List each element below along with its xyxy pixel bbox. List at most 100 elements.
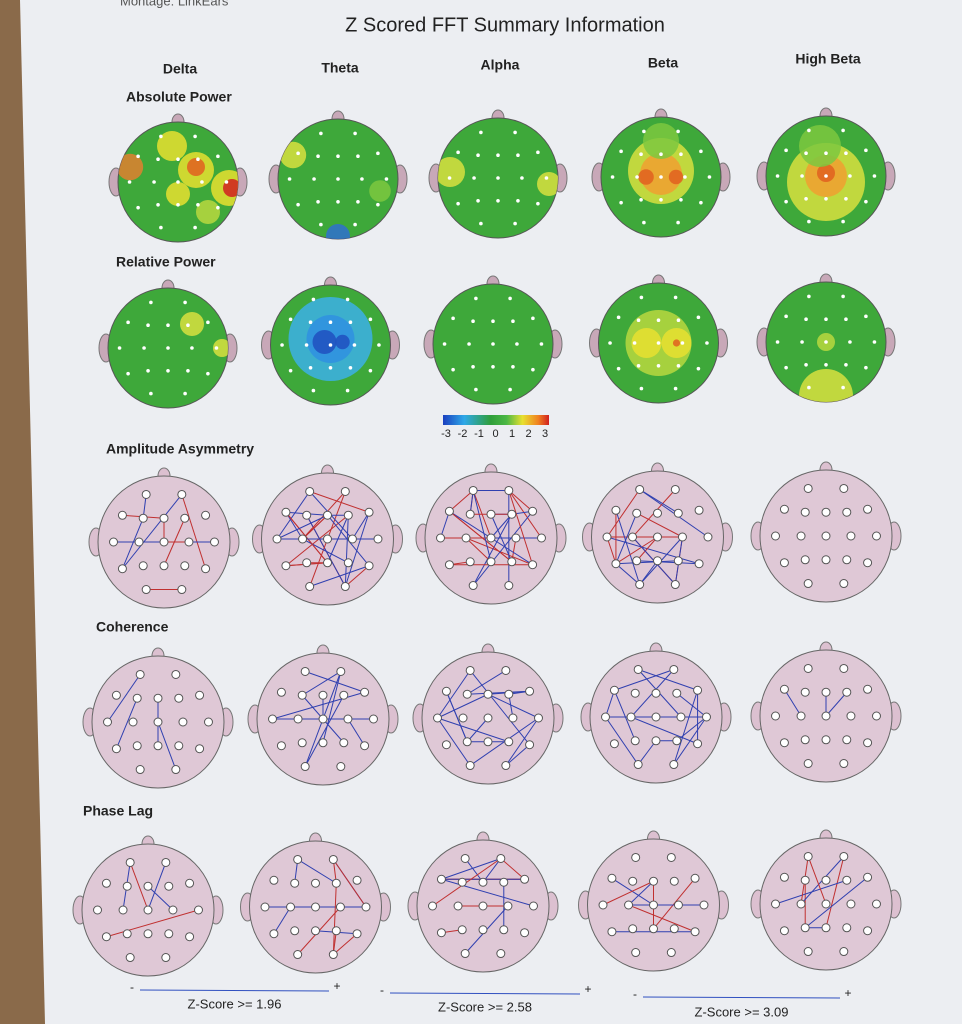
electrode (186, 323, 190, 328)
electrode (111, 690, 121, 700)
connection (344, 512, 370, 587)
blob (213, 339, 228, 357)
connection (322, 671, 342, 743)
blob (369, 180, 391, 202)
electrode (632, 341, 637, 345)
electrode (441, 740, 451, 750)
electrode (659, 152, 663, 156)
column-header: Beta (648, 55, 679, 71)
connection (639, 560, 658, 585)
electrode (533, 713, 543, 723)
electrode (699, 200, 703, 205)
electrode (864, 314, 868, 319)
connection (676, 692, 707, 718)
electrode (633, 760, 643, 770)
electrode (508, 387, 512, 392)
connection (804, 876, 868, 929)
blobs (787, 125, 865, 221)
electrode (316, 200, 320, 204)
electrode (651, 736, 661, 746)
plus-sign: + (584, 982, 591, 996)
electrode (183, 300, 187, 305)
electrode (471, 365, 475, 369)
electrode (360, 687, 370, 697)
electrode (117, 510, 127, 520)
electrode (779, 684, 789, 694)
electrode (479, 221, 483, 226)
electrode (474, 387, 478, 392)
electrode (134, 537, 144, 547)
color-scale-label: 0 (492, 428, 498, 440)
electrode (784, 148, 788, 153)
electrode (479, 130, 483, 135)
electrode (803, 851, 813, 861)
electrode (872, 174, 877, 178)
electrode (807, 219, 811, 224)
electrode (536, 533, 546, 543)
electrode (103, 717, 113, 727)
electrode (177, 585, 187, 595)
electrode (305, 486, 315, 496)
blobs (279, 141, 391, 239)
electrode (503, 901, 513, 911)
connection (332, 933, 358, 955)
blobs (180, 312, 228, 357)
head-map (240, 832, 391, 974)
electrode (308, 366, 313, 370)
electrode (143, 881, 153, 891)
electrode (166, 323, 170, 328)
electrode (528, 560, 538, 570)
electrode (311, 388, 316, 393)
connection (352, 512, 370, 540)
blob (187, 158, 205, 176)
head-map (750, 829, 902, 971)
minus-sign: - (633, 987, 637, 1001)
electrode (343, 558, 353, 568)
electrode (703, 532, 713, 542)
electrode (630, 736, 640, 746)
electrode (707, 175, 712, 179)
electrode (607, 873, 617, 883)
connection (181, 494, 207, 569)
electrode (633, 664, 643, 674)
electrode (368, 317, 373, 322)
electrode (821, 507, 831, 517)
connection (636, 512, 683, 538)
electrode (779, 558, 789, 568)
electrode (280, 343, 284, 347)
electrode (800, 555, 810, 565)
electrode (630, 688, 640, 698)
minus-sign: - (380, 983, 384, 997)
title: Z Scored FFT Summary Information (345, 14, 665, 36)
electrode (653, 508, 662, 518)
connection (628, 904, 696, 933)
connection (615, 513, 638, 564)
electrode (508, 713, 518, 723)
blob (537, 172, 558, 196)
connection (606, 536, 700, 565)
electrode (848, 174, 852, 178)
blob (166, 182, 190, 206)
row-label: Amplitude Asymmetry (106, 441, 254, 457)
color-scale-label: 1 (509, 428, 515, 440)
electrode (694, 505, 704, 515)
color-scale-label: -1 (474, 428, 484, 440)
electrode (345, 297, 350, 302)
electrode (779, 504, 789, 514)
electrode (705, 341, 709, 345)
color-scale-label: -2 (458, 428, 468, 440)
electrode (842, 687, 852, 697)
electrode (436, 928, 446, 938)
electrode (513, 130, 517, 135)
electrode (457, 925, 467, 935)
head-map (82, 647, 234, 789)
electrode (499, 925, 509, 935)
electrode (360, 741, 370, 751)
electrode (639, 198, 643, 202)
electrode (287, 177, 292, 181)
electrode (118, 905, 128, 915)
blob (438, 157, 465, 187)
connection (437, 717, 509, 743)
electrode (784, 365, 788, 370)
blob (638, 169, 654, 185)
